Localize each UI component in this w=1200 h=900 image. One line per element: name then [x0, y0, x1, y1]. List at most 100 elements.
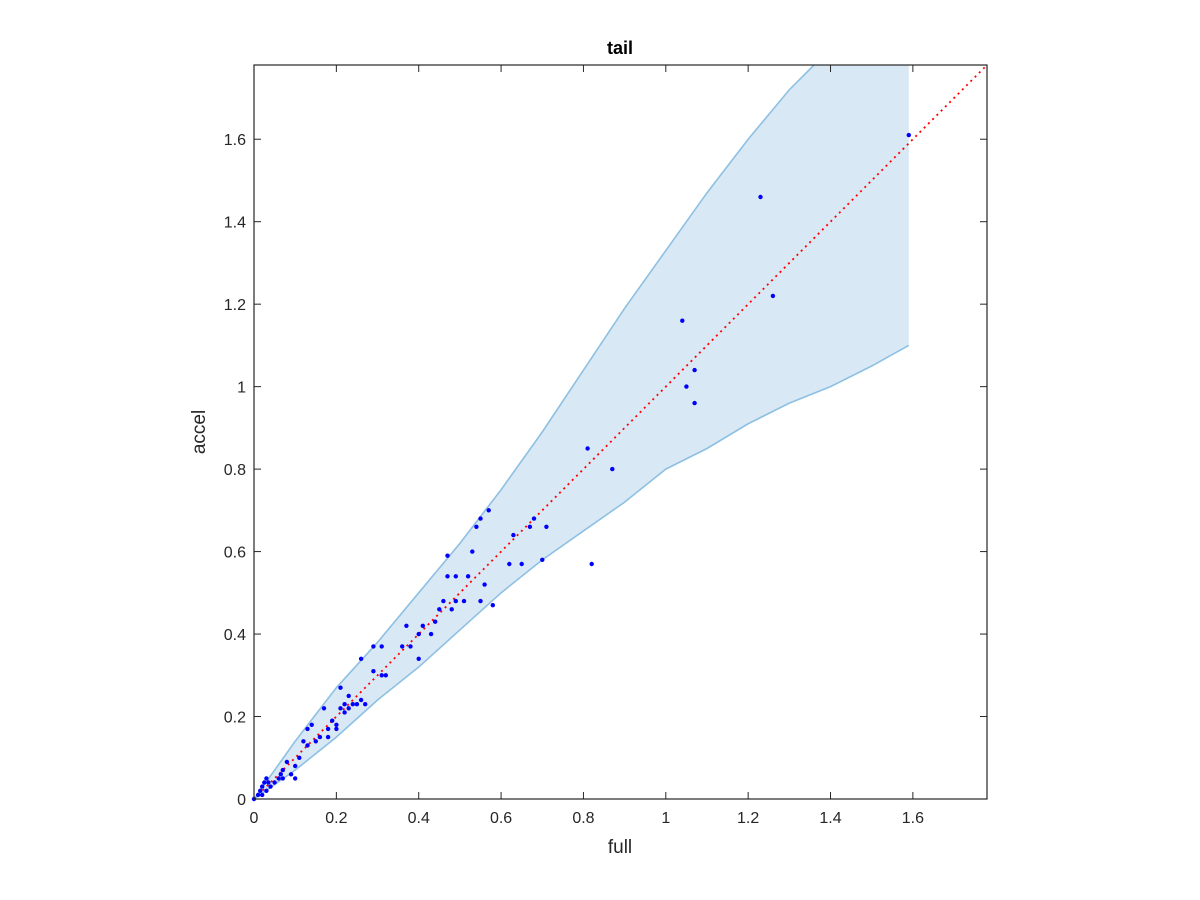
y-tick-label-1: 0.2: [224, 710, 246, 727]
data-point-29: [330, 718, 335, 723]
data-point-25: [317, 734, 323, 740]
x-tick-label-8: 1.6: [902, 810, 924, 827]
data-point-1: [255, 792, 261, 798]
data-point-73: [511, 532, 516, 538]
data-point-55: [433, 619, 438, 624]
data-point-35: [342, 702, 347, 707]
confidence-band: [254, 65, 909, 799]
data-point-80: [589, 561, 594, 567]
y-tick-label-7: 1.4: [224, 215, 246, 232]
data-point-40: [358, 697, 364, 703]
data-point-39: [354, 702, 360, 707]
data-point-87: [770, 293, 776, 299]
data-point-5: [262, 780, 267, 785]
y-tick-label-5: 1: [237, 380, 246, 397]
data-point-75: [527, 524, 533, 529]
data-point-84: [692, 367, 697, 373]
data-point-49: [404, 623, 409, 628]
data-point-85: [692, 400, 697, 406]
plot-area: [251, 64, 988, 802]
y-tick-label-0: 0: [237, 792, 246, 809]
reference-line: [253, 64, 988, 800]
data-point-24: [313, 739, 318, 744]
x-tick-label-0: 0: [250, 810, 259, 827]
data-point-41: [358, 656, 364, 661]
x-tick-label-3: 0.6: [490, 810, 512, 827]
data-point-31: [334, 722, 339, 727]
data-point-83: [684, 384, 689, 389]
data-point-67: [478, 516, 483, 521]
data-point-21: [305, 726, 310, 732]
plot-box: [253, 64, 988, 800]
y-tick-label-8: 1.6: [224, 132, 246, 149]
data-point-26: [321, 706, 327, 711]
data-point-69: [482, 582, 487, 587]
data-point-6: [264, 788, 269, 793]
data-point-18: [293, 776, 298, 781]
data-point-42: [363, 702, 368, 707]
data-point-70: [486, 508, 491, 513]
data-point-68: [478, 598, 483, 604]
y-tick-label-2: 0.4: [224, 627, 246, 644]
band-upper-edge: [253, 64, 815, 800]
data-point-64: [465, 574, 471, 579]
data-point-14: [280, 776, 285, 781]
data-point-7: [264, 776, 269, 781]
data-point-3: [260, 792, 265, 798]
data-point-27: [325, 726, 331, 732]
data-point-86: [758, 194, 763, 200]
data-point-57: [441, 598, 446, 604]
data-point-60: [449, 607, 454, 612]
data-point-34: [342, 710, 347, 715]
x-tick-label-4: 0.8: [572, 810, 594, 827]
data-point-48: [400, 644, 405, 649]
data-point-10: [272, 780, 277, 785]
data-point-74: [519, 561, 524, 567]
x-tick-label-5: 1: [661, 810, 670, 827]
data-point-65: [470, 549, 475, 554]
y-axis-label: accel: [189, 410, 210, 454]
data-point-20: [301, 739, 306, 744]
data-point-4: [260, 784, 265, 789]
data-point-11: [276, 776, 281, 781]
data-point-81: [610, 466, 615, 472]
data-point-71: [490, 603, 495, 608]
data-point-53: [420, 623, 425, 628]
data-point-78: [544, 524, 549, 529]
data-point-23: [309, 722, 314, 727]
data-point-12: [278, 772, 283, 777]
data-point-43: [371, 669, 376, 674]
data-point-46: [379, 673, 384, 678]
data-point-30: [334, 726, 339, 732]
data-point-56: [437, 607, 442, 612]
x-axis-label: full: [608, 837, 632, 858]
data-point-28: [325, 734, 331, 740]
x-tick-label-1: 0.2: [325, 810, 347, 827]
chart-title: tail: [607, 38, 633, 58]
x-tick-label-7: 1.4: [819, 810, 841, 827]
data-point-52: [416, 656, 421, 661]
x-tick-label-2: 0.4: [408, 810, 430, 827]
data-point-59: [445, 553, 450, 558]
data-point-82: [680, 318, 685, 323]
data-point-79: [585, 446, 590, 451]
data-point-37: [346, 706, 351, 711]
data-point-72: [507, 561, 512, 567]
data-point-38: [350, 702, 355, 707]
data-point-15: [284, 759, 290, 765]
data-point-13: [280, 767, 285, 773]
data-point-45: [379, 644, 384, 649]
data-point-51: [416, 631, 421, 637]
data-point-2: [258, 788, 263, 793]
y-tick-label-3: 0.6: [224, 545, 246, 562]
x-tick-label-6: 1.2: [737, 810, 759, 827]
data-point-16: [288, 772, 294, 777]
data-point-88: [906, 132, 911, 138]
data-point-54: [428, 631, 434, 637]
data-point-47: [383, 673, 388, 678]
data-point-33: [338, 685, 343, 690]
data-point-19: [297, 755, 302, 760]
data-point-8: [266, 780, 271, 785]
data-point-66: [474, 524, 479, 529]
